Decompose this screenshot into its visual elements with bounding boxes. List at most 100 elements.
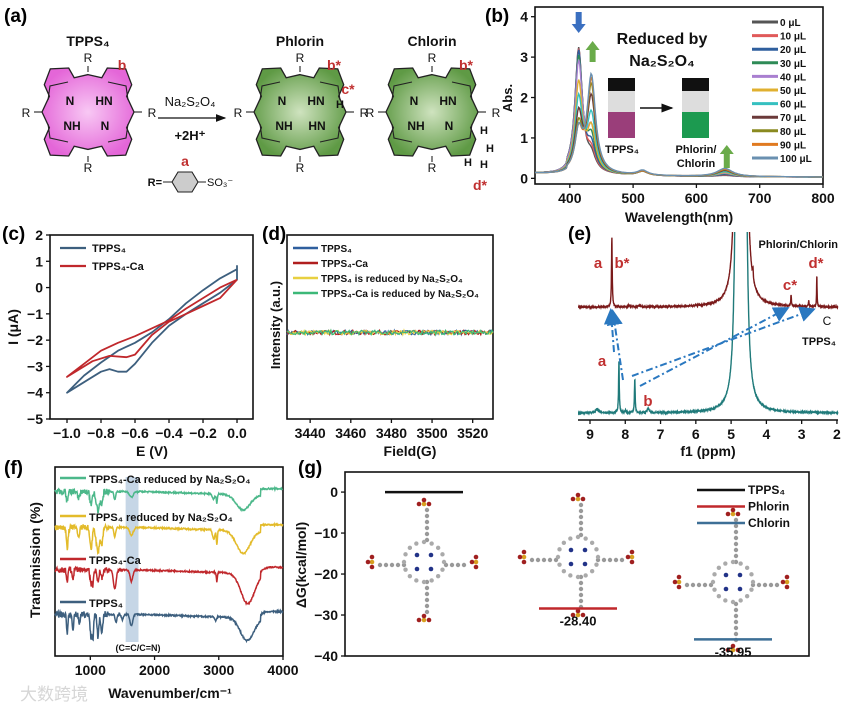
cv-y-tick-label: −1 <box>27 306 43 322</box>
ftir-spectrum-line <box>54 608 284 644</box>
oxygen-atom <box>426 617 432 623</box>
sulfur-atom <box>676 579 682 585</box>
pyrrole-bond <box>319 123 341 143</box>
nmr-x-tick-label: 3 <box>798 426 806 442</box>
carbon-atom <box>733 547 739 553</box>
carbon-atom <box>690 582 696 588</box>
site-label: b* <box>327 57 342 73</box>
decrease-arrow-icon <box>571 12 586 33</box>
carbon-atom <box>710 579 716 585</box>
atom-label: NH <box>63 119 80 133</box>
increase-arrow-icon <box>585 41 600 62</box>
carbon-atom <box>733 607 739 613</box>
pyrrole-bond <box>47 123 69 143</box>
atom-label: N <box>101 119 110 133</box>
oxygen-atom <box>730 507 736 513</box>
carbon-atom <box>733 625 739 631</box>
uvvis-y-tick-label: 1 <box>520 130 528 146</box>
energy-value-label: -35.95 <box>715 644 752 659</box>
ftir-band-label: (C=C/C=N) <box>115 643 160 653</box>
sulfur-atom <box>629 554 635 560</box>
carbon-atom <box>730 599 736 605</box>
oxygen-atom <box>784 574 790 580</box>
oxygen-atom <box>521 559 527 565</box>
substituent-r: R <box>148 106 157 120</box>
cv-x-axis-title: E (V) <box>136 443 168 459</box>
nitrogen-atom <box>582 547 588 553</box>
phlorin-vial-photo <box>682 78 709 138</box>
tpps-vial-photo <box>608 78 635 138</box>
nmr-label-phlorin-chlorin: Phlorin/Chlorin <box>759 239 839 251</box>
uvvis-axes-frame <box>534 6 824 185</box>
carbon-atom <box>421 579 427 585</box>
carbon-atom <box>441 559 447 565</box>
structure-phlorin: Phlorin N HN NH HN R R R Rb* c* H <box>234 33 369 175</box>
panel-label-g: (g) <box>298 458 322 479</box>
nitrogen-atom <box>568 547 574 553</box>
energy-y-axis-title: ΔG(kcal/mol) <box>293 522 309 608</box>
epr-legend-label: TPPS₄ is reduced by Na₂S₂O₄ <box>321 274 463 285</box>
oxygen-atom <box>416 617 422 623</box>
carbon-atom <box>578 514 584 520</box>
substituent-r: R <box>22 106 31 120</box>
oxygen-atom <box>625 554 631 560</box>
nmr-spectrum-line <box>578 232 839 311</box>
energy-y-tick-label: −10 <box>314 525 338 541</box>
sulfur-atom <box>421 617 427 623</box>
carbon-atom <box>424 519 430 525</box>
carbon-atom <box>541 557 547 563</box>
carbon-atom <box>547 557 553 563</box>
uvvis-legend-label: 10 μL <box>780 32 806 43</box>
substituent-r: R <box>428 161 437 175</box>
oxygen-atom <box>580 496 586 502</box>
epr-legend-label: TPPS₄-Ca is reduced by Na₂S₂O₄ <box>321 289 479 300</box>
carbon-atom <box>578 508 584 514</box>
carbon-atom <box>461 562 467 568</box>
carbon-atom <box>377 562 383 568</box>
carbon-atom <box>578 580 584 586</box>
uvvis-y-tick-label: 0 <box>520 170 528 186</box>
structure-title: Chlorin <box>408 33 457 49</box>
sulfur-atom <box>369 559 375 565</box>
cv-y-tick-label: 1 <box>35 253 43 269</box>
energy-y-tick-label: −40 <box>314 648 338 664</box>
nmr-peak-label-d-star: d* <box>809 255 824 272</box>
uvvis-x-tick-label: 800 <box>811 190 835 206</box>
carbon-atom <box>529 557 535 563</box>
atom-label: N <box>278 94 287 108</box>
oxygen-atom <box>676 584 682 590</box>
carbon-atom <box>424 513 430 519</box>
uvvis-x-tick-label: 400 <box>558 190 582 206</box>
panel-label-d: (d) <box>262 224 286 245</box>
uvvis-legend-label: 80 μL <box>780 127 806 138</box>
carbon-atom <box>774 582 780 588</box>
nmr-label-c: C <box>823 314 832 328</box>
ftir-legend-label: TPPS₄-Ca <box>89 555 142 567</box>
carbon-atom <box>619 557 625 563</box>
carbon-atom <box>578 586 584 592</box>
ftir-spectrum-line <box>54 565 284 606</box>
oxygen-atom <box>735 647 741 653</box>
epr-legend-label: TPPS₄-Ca <box>321 259 368 270</box>
carbon-atom <box>578 520 584 526</box>
inset-label-chlorin: Chlorin <box>677 158 716 170</box>
uvvis-series-line <box>535 71 823 178</box>
atom-label: HN <box>439 94 456 108</box>
epr-axes-frame <box>286 234 494 420</box>
substituent-r: R <box>492 106 501 120</box>
ftir-legend-label: TPPS₄ <box>89 598 123 610</box>
cv-x-tick-label: −0.4 <box>155 425 183 441</box>
cv-x-tick-label: −0.8 <box>87 425 115 441</box>
oxygen-atom <box>421 613 427 619</box>
carbon-atom <box>575 534 581 540</box>
uvvis-x-tick-label: 700 <box>748 190 772 206</box>
carbon-atom <box>716 565 722 571</box>
pyrrole-bond <box>259 123 281 143</box>
carbon-atom <box>730 559 736 565</box>
carbon-atom <box>601 557 607 563</box>
uvvis-title-line1: Reduced by <box>617 31 708 48</box>
oxygen-atom <box>725 511 731 517</box>
carbon-atom <box>756 582 762 588</box>
carbon-atom <box>578 592 584 598</box>
carbon-atom <box>595 554 601 560</box>
